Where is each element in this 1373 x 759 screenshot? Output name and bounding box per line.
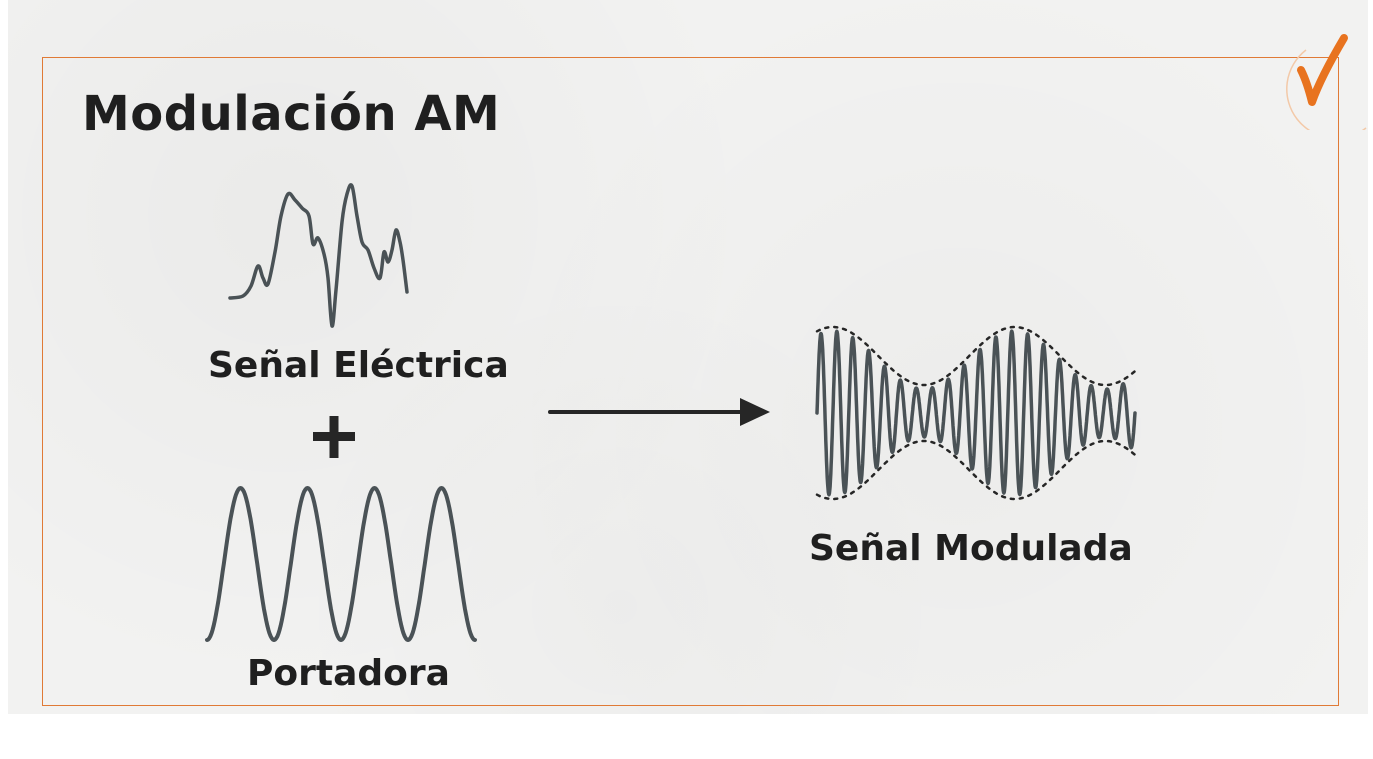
plus-icon — [313, 416, 355, 458]
carrier-label: Portadora — [247, 653, 450, 694]
modulated-signal-waveform — [815, 325, 1137, 501]
electric-signal-label: Señal Eléctrica — [208, 345, 509, 386]
checkmark-badge — [1286, 34, 1367, 130]
modulated-signal-label: Señal Modulada — [809, 528, 1133, 569]
electric-signal-waveform — [228, 183, 409, 328]
slide-background — [8, 0, 1368, 714]
page-title: Modulación AM — [82, 86, 501, 142]
checkmark-icon — [1297, 34, 1348, 106]
right-arrow-icon — [548, 398, 770, 426]
carrier-waveform — [205, 486, 477, 642]
slide-frame — [42, 57, 1339, 706]
